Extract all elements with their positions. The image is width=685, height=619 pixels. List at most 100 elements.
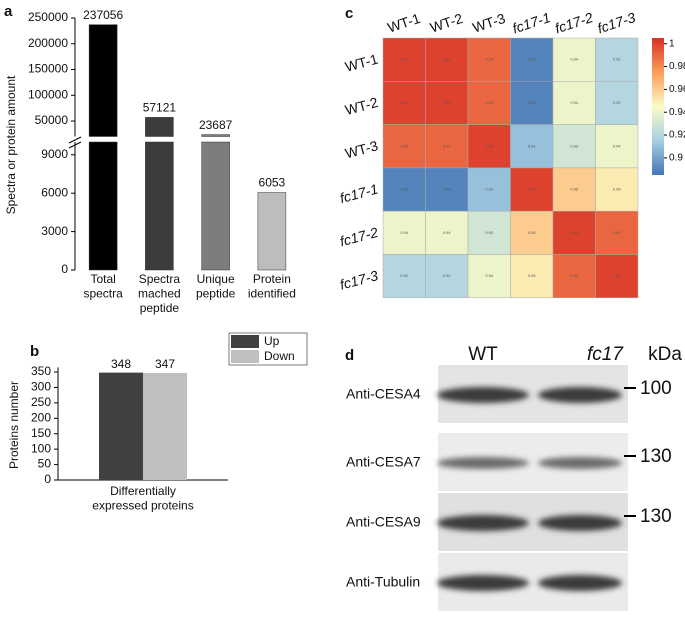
column-label: WT-2 — [428, 10, 465, 36]
y-tick-label: 250 — [31, 395, 51, 409]
cell-label: 0.94 — [613, 143, 622, 148]
heatmap-cell — [552, 167, 596, 212]
marker-label: 130 — [640, 506, 672, 527]
heatmap-cell — [425, 254, 469, 299]
row-label: fc17-1 — [338, 181, 380, 207]
colorbar-tick-label: 0.98 — [669, 61, 685, 72]
colorbar-tick-label: 1 — [669, 38, 675, 49]
cell-label: 0.89 — [528, 57, 537, 62]
antibody-label: Anti-CESA7 — [346, 454, 421, 470]
text-line: Differentially — [110, 484, 176, 498]
cell-label: 1.00 — [528, 187, 537, 192]
bar — [143, 372, 187, 480]
y-tick-label: 250000 — [28, 10, 68, 24]
panel-label: a — [4, 3, 13, 20]
x-tick-label: Total spectra — [83, 272, 123, 300]
cell-label: 0.99 — [485, 100, 494, 105]
heatmap-cell — [425, 210, 469, 255]
text-line: spectra — [83, 287, 123, 301]
cell-label: 0.92 — [443, 273, 452, 278]
x-tick-label: Unique peptide — [196, 272, 236, 300]
heatmap-cell — [467, 254, 511, 299]
x-tick-label: Spectra mached peptide — [138, 272, 181, 315]
bar — [257, 192, 287, 271]
blot-band — [437, 575, 529, 591]
row-label: WT-3 — [343, 137, 380, 161]
bar — [99, 372, 143, 480]
heatmap-cell — [510, 37, 554, 82]
cell-label: 0.94 — [570, 100, 579, 105]
y-tick-label: 0 — [44, 472, 51, 486]
text-line: mached — [138, 287, 181, 301]
cell-label: 0.99 — [570, 273, 579, 278]
text-line: identified — [248, 287, 296, 301]
y-tick-label: 350 — [31, 364, 51, 378]
row-label: WT-1 — [343, 51, 380, 75]
cell-label: 0.92 — [400, 273, 409, 278]
cell-label: 1.00 — [443, 100, 452, 105]
text-line: peptide — [140, 301, 180, 315]
bar — [88, 141, 118, 271]
heatmap-cell — [510, 254, 554, 299]
marker-label: 130 — [640, 446, 672, 467]
blot-band — [538, 515, 622, 531]
panel-label: d — [345, 347, 354, 364]
heatmap-cell — [467, 37, 511, 82]
cell-label: 1.00 — [613, 273, 622, 278]
colorbar-tick-label: 0.94 — [669, 107, 685, 118]
text-line: Protein — [253, 272, 291, 286]
bar — [145, 141, 174, 271]
heatmap-cell — [595, 254, 639, 299]
blot-band — [437, 387, 529, 403]
y-tick-label: 50 — [38, 457, 52, 471]
heatmap-cell — [510, 81, 554, 125]
text-line: Spectra — [139, 272, 181, 286]
lane-label: WT — [468, 344, 498, 365]
lane-label: fc17 — [587, 344, 624, 365]
cell-label: 0.91 — [485, 187, 494, 192]
heatmap-cell — [382, 254, 426, 299]
antibody-label: Anti-Tubulin — [346, 574, 420, 590]
heatmap-cell — [467, 167, 511, 212]
colorbar-tick-label: 0.9 — [669, 153, 683, 164]
cell-label: 0.95 — [613, 187, 622, 192]
legend-swatch — [231, 335, 259, 348]
blot-band — [538, 457, 622, 469]
blot-band — [538, 387, 622, 403]
y-axis-title: Proteins number — [7, 381, 21, 469]
antibody-label: Anti-CESA9 — [346, 514, 421, 530]
value-label: 348 — [111, 357, 131, 371]
cell-label: 0.99 — [400, 143, 409, 148]
y-tick-label: 150 — [31, 426, 51, 440]
y-tick-label: 6000 — [41, 185, 68, 199]
colorbar — [652, 38, 664, 175]
cell-label: 1.00 — [570, 230, 579, 235]
cell-label: 0.91 — [528, 143, 537, 148]
column-label: fc17-3 — [595, 9, 637, 36]
heatmap-cell — [595, 81, 639, 125]
column-label: WT-1 — [385, 10, 422, 36]
text-line: peptide — [196, 287, 236, 301]
y-tick-label: 0 — [61, 262, 68, 276]
colorbar-tick-label: 0.92 — [669, 130, 685, 141]
row-label: fc17-3 — [338, 267, 380, 293]
y-tick-label: 200 — [31, 410, 51, 424]
cell-label: 0.96 — [570, 187, 579, 192]
heatmap-cell — [552, 37, 596, 82]
value-label: 23687 — [199, 118, 233, 132]
x-tick-label: Protein identified — [248, 272, 296, 300]
cell-label: 1.00 — [485, 143, 494, 148]
row-label: WT-2 — [343, 94, 380, 118]
cell-label: 1.00 — [400, 100, 409, 105]
bar — [201, 141, 230, 271]
y-axis-title: Spectra or protein amount — [4, 75, 18, 214]
axis-break — [68, 136, 82, 144]
legend-label: Down — [264, 349, 295, 363]
cell-label: 0.96 — [528, 230, 537, 235]
heatmap-cell — [467, 124, 511, 169]
cell-label: 0.92 — [613, 57, 622, 62]
heatmap-cell — [467, 81, 511, 125]
heatmap-cell — [382, 81, 426, 125]
heatmap-cell — [595, 37, 639, 82]
